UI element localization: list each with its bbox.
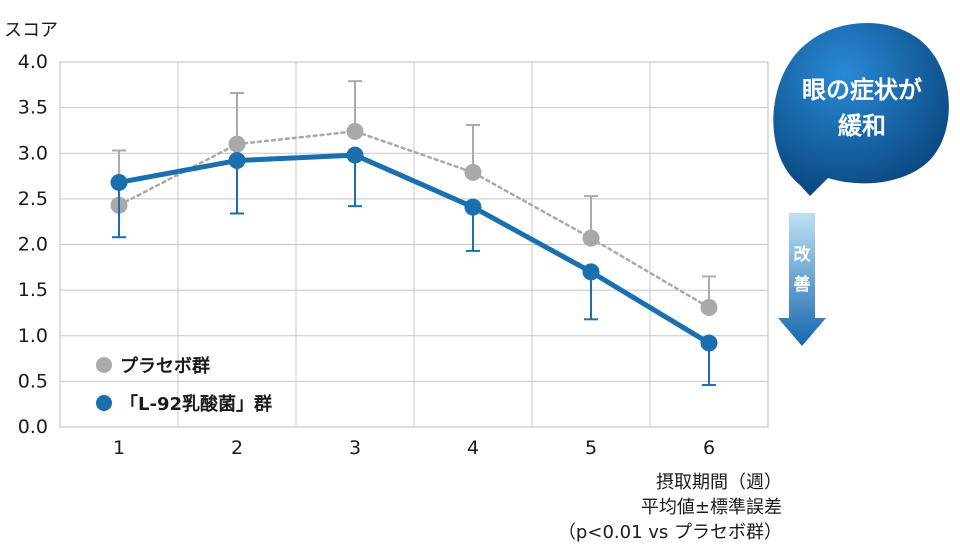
x-tick-label: 1 <box>113 437 125 459</box>
x-tick-label: 5 <box>585 437 597 459</box>
l92-line <box>116 152 712 346</box>
y-tick-label: 0.0 <box>18 416 48 438</box>
y-tick-label: 4.0 <box>18 51 48 73</box>
y-tick-label: 0.5 <box>18 370 48 392</box>
placebo-line <box>117 130 711 309</box>
y-tick-label: 1.0 <box>18 325 48 347</box>
chart-marks <box>110 80 718 387</box>
l92-point <box>582 263 600 281</box>
placebo-point <box>346 122 364 140</box>
improvement-arrow-shape <box>778 213 826 346</box>
improvement-label: 改 善 <box>790 240 814 300</box>
y-axis-label: スコア <box>4 20 58 41</box>
x-axis-label: 摂取期間（週） <box>656 472 782 493</box>
l92-point <box>700 334 718 352</box>
chart-grid <box>59 61 769 428</box>
y-tick-label: 3.5 <box>18 97 48 119</box>
decorations <box>773 22 949 346</box>
chart-notes: 摂取期間（週） 平均値±標準誤差 （p<0.01 vs プラセボ群） <box>558 470 782 545</box>
y-tick-label: 1.5 <box>18 279 48 301</box>
y-tick-label: 2.0 <box>18 234 48 256</box>
placebo-point <box>700 298 718 316</box>
significance-note: （p<0.01 vs プラセボ群） <box>557 522 782 543</box>
placebo-point <box>464 163 482 181</box>
legend-marker-l92 <box>96 395 112 411</box>
x-tick-label: 2 <box>231 437 243 459</box>
y-tick-label: 3.0 <box>18 142 48 164</box>
legend-item-l92: 「L-92乳酸菌」群 <box>96 388 272 418</box>
callout-bubble-shape <box>773 22 949 196</box>
placebo-point <box>582 229 600 247</box>
l92-point <box>346 146 364 164</box>
placebo-point <box>228 135 246 153</box>
l92-point <box>110 173 128 191</box>
l92-point <box>464 198 482 216</box>
improvement-char1: 改 <box>793 245 811 265</box>
legend: プラセボ群 「L-92乳酸菌」群 <box>96 350 272 426</box>
y-tick-label: 2.5 <box>18 188 48 210</box>
callout-line2: 緩和 <box>838 112 886 140</box>
x-tick-label: 4 <box>467 437 479 459</box>
legend-label-placebo: プラセボ群 <box>120 356 210 377</box>
l92-point <box>228 152 246 170</box>
legend-label-l92: 「L-92乳酸菌」群 <box>120 394 272 415</box>
callout-text: 眼の症状が 緩和 <box>782 72 942 144</box>
x-tick-label: 3 <box>349 437 361 459</box>
chart-axes: 0.0 0.5 1.0 1.5 2.0 2.5 3.0 3.5 4.0 1 2 3 4 5 6 <box>18 51 715 459</box>
error-note: 平均値±標準誤差 <box>640 497 782 518</box>
legend-item-placebo: プラセボ群 <box>96 350 272 380</box>
x-tick-label: 6 <box>703 437 715 459</box>
legend-marker-placebo <box>96 357 112 373</box>
improvement-char2: 善 <box>793 275 811 295</box>
callout-line1: 眼の症状が <box>802 76 922 104</box>
